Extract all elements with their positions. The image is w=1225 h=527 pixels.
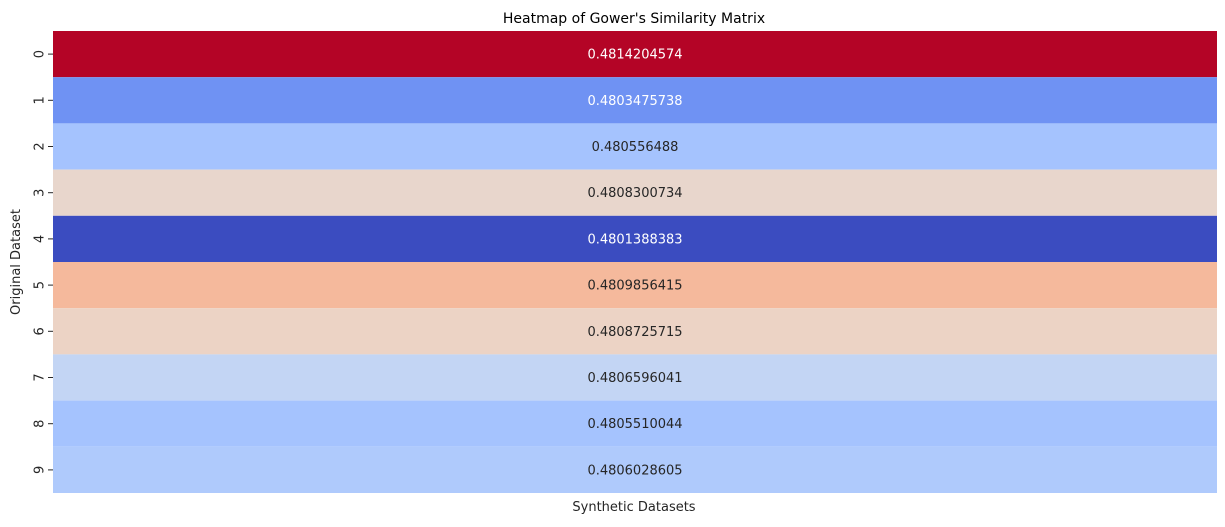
heatmap-cell-row-9 xyxy=(53,446,1217,493)
heatmap-cell-row-7 xyxy=(53,354,1217,401)
heatmap-cells xyxy=(53,31,1217,493)
y-tick-label-8: 8 xyxy=(33,420,48,428)
heatmap-value-label-row-2: 0.480556488 xyxy=(592,140,679,155)
y-axis: 0 1 2 3 4 5 6 7 8 9 xyxy=(33,50,53,474)
heatmap-cell-row-6 xyxy=(53,308,1217,355)
heatmap-value-label-row-4: 0.4801388383 xyxy=(587,232,682,247)
y-tick-label-3: 3 xyxy=(33,189,48,197)
y-tick-label-0: 0 xyxy=(33,50,48,58)
heatmap-cell-row-1 xyxy=(53,77,1217,124)
heatmap-cell-row-4 xyxy=(53,215,1217,262)
heatmap-cell-row-2 xyxy=(53,123,1217,170)
x-axis-label: Synthetic Datasets xyxy=(572,500,695,515)
y-tick-label-2: 2 xyxy=(33,142,48,150)
y-tick-label-6: 6 xyxy=(33,327,48,335)
chart-title: Heatmap of Gower's Similarity Matrix xyxy=(503,11,765,27)
y-tick-label-7: 7 xyxy=(33,373,48,381)
heatmap-cell-row-5 xyxy=(53,262,1217,309)
heatmap-value-label-row-8: 0.4805510044 xyxy=(587,417,682,432)
heatmap-value-labels: 0.4814204574 0.4803475738 0.480556488 0.480… xyxy=(587,48,682,479)
heatmap-value-label-row-5: 0.4809856415 xyxy=(587,279,682,294)
y-tick-label-9: 9 xyxy=(33,466,48,474)
y-tick-label-1: 1 xyxy=(33,96,48,104)
heatmap-cell-row-3 xyxy=(53,169,1217,216)
y-tick-label-4: 4 xyxy=(33,235,48,243)
heatmap-cell-row-8 xyxy=(53,400,1217,447)
heatmap-value-label-row-7: 0.4806596041 xyxy=(587,371,682,386)
heatmap-value-label-row-6: 0.4808725715 xyxy=(587,325,682,340)
heatmap-value-label-row-1: 0.4803475738 xyxy=(587,94,682,109)
y-axis-label: Original Dataset xyxy=(9,209,24,315)
y-tick-label-5: 5 xyxy=(33,281,48,289)
heatmap-cell-row-0 xyxy=(53,31,1217,78)
heatmap-value-label-row-0: 0.4814204574 xyxy=(587,48,682,63)
heatmap-value-label-row-3: 0.4808300734 xyxy=(587,186,682,201)
heatmap-value-label-row-9: 0.4806028605 xyxy=(587,463,682,478)
